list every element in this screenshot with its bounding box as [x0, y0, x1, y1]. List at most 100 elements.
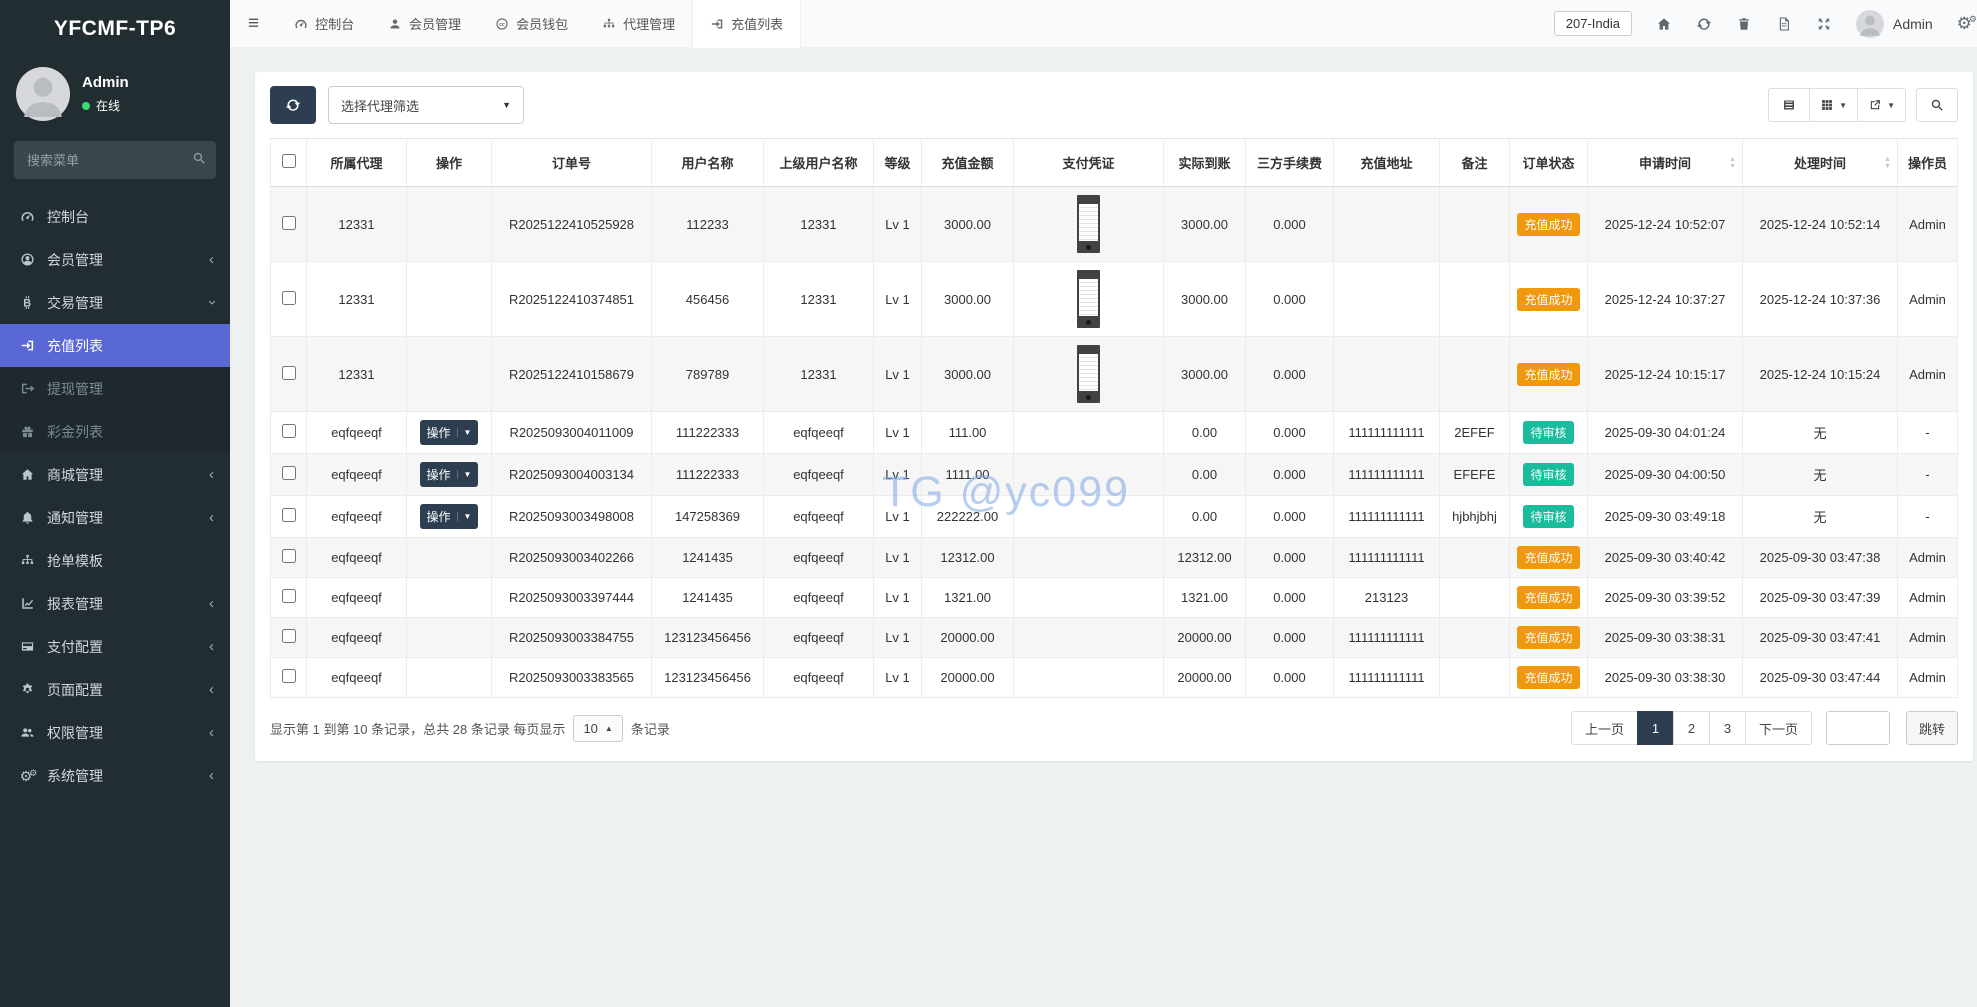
sidebar-item-payment-config[interactable]: 支付配置 ‹: [0, 625, 230, 668]
sidebar-search-input[interactable]: [14, 141, 216, 179]
sort-icons[interactable]: ▲ ▼: [1729, 155, 1736, 170]
status-badge: 待审核: [1523, 463, 1574, 486]
cell-remark: [1439, 186, 1510, 262]
sidebar-item-members[interactable]: 会员管理 ‹: [0, 238, 230, 281]
pagination-summary: 显示第 1 到第 10 条记录，总共 28 条记录 每页显示 10 ▲ 条记录: [270, 714, 670, 742]
cell-status: 待审核: [1509, 495, 1588, 538]
cell-actual: 0.00: [1163, 411, 1246, 454]
trash-icon[interactable]: [1736, 16, 1752, 32]
prev-page-button[interactable]: 上一页: [1570, 711, 1638, 745]
caret-down-icon: ▼: [456, 512, 471, 521]
select-all-checkbox[interactable]: [281, 154, 296, 168]
tab-members[interactable]: 会员管理: [371, 0, 478, 48]
export-button[interactable]: ▼: [1857, 88, 1906, 122]
cell-operator: -: [1897, 495, 1958, 538]
jump-button[interactable]: 跳转: [1905, 711, 1958, 745]
refresh-table-button[interactable]: [270, 86, 316, 124]
cell-op: [406, 657, 492, 698]
settings-gears-icon[interactable]: ⚙ ⚙: [1956, 14, 1977, 33]
tab-dashboard[interactable]: 控制台: [277, 0, 371, 48]
op-dropdown-button[interactable]: 操作 ▼: [419, 462, 479, 487]
online-status-dot: [82, 101, 90, 110]
clear-cache-icon[interactable]: [1776, 16, 1792, 32]
row-checkbox[interactable]: [281, 424, 296, 438]
sidebar-item-bonus[interactable]: 彩金列表: [0, 410, 230, 453]
bitcoin-icon: B: [16, 295, 38, 310]
tab-recharge-list[interactable]: 充值列表: [692, 0, 802, 48]
row-checkbox[interactable]: [281, 629, 296, 643]
tab-wallet[interactable]: cc 会员钱包: [478, 0, 585, 48]
hamburger-menu-icon[interactable]: ≡: [248, 12, 260, 34]
chart-line-icon: [16, 596, 38, 611]
row-checkbox[interactable]: [281, 508, 296, 522]
sidebar-item-withdraw[interactable]: 提现管理: [0, 367, 230, 410]
sidebar-item-reports[interactable]: 报表管理 ‹: [0, 582, 230, 625]
page-size-select[interactable]: 10 ▲: [573, 714, 623, 742]
next-page-button[interactable]: 下一页: [1744, 711, 1812, 745]
voucher-thumbnail[interactable]: [1077, 195, 1100, 253]
page-button-1[interactable]: 1: [1636, 711, 1674, 745]
home-icon[interactable]: [1656, 16, 1672, 32]
sidebar-item-notifications[interactable]: 通知管理 ‹: [0, 496, 230, 539]
col-process-time[interactable]: 处理时间 ▲ ▼: [1742, 138, 1898, 187]
cell-level: Lv 1: [873, 577, 922, 618]
row-checkbox[interactable]: [281, 589, 296, 603]
sidebar-item-recharge-list[interactable]: 充值列表: [0, 324, 230, 367]
sidebar-item-order-template[interactable]: 抢单模板: [0, 539, 230, 582]
col-apply-time[interactable]: 申请时间 ▲ ▼: [1587, 138, 1743, 187]
row-checkbox[interactable]: [281, 215, 296, 230]
columns-grid-button[interactable]: ▼: [1809, 88, 1859, 122]
region-selector-button[interactable]: 207-India: [1553, 11, 1632, 36]
cell-remark: 2EFEF: [1439, 411, 1510, 454]
sidebar-item-permissions[interactable]: 权限管理 ‹: [0, 711, 230, 754]
row-checkbox[interactable]: [281, 290, 296, 305]
chevron-left-icon: ‹: [209, 595, 214, 612]
status-badge: 充值成功: [1517, 586, 1580, 609]
col-order-no: 订单号: [491, 138, 652, 187]
row-checkbox[interactable]: [281, 466, 296, 480]
sidebar-item-transactions[interactable]: B 交易管理 ‹: [0, 281, 230, 324]
row-checkbox[interactable]: [281, 669, 296, 683]
sidebar-item-dashboard[interactable]: 控制台: [0, 195, 230, 238]
page-button-2[interactable]: 2: [1672, 711, 1710, 745]
op-dropdown-button[interactable]: 操作 ▼: [419, 420, 479, 445]
cell-actual: 20000.00: [1163, 617, 1246, 658]
caret-down-icon: ▼: [1839, 100, 1848, 110]
sort-icons[interactable]: ▲ ▼: [1884, 155, 1891, 170]
status-badge: 充值成功: [1517, 626, 1580, 649]
row-checkbox[interactable]: [281, 365, 296, 380]
recharge-table: 所属代理 操作 订单号 用户名称 上级用户名称 等级 充值金额 支付凭证 实际到…: [270, 138, 1958, 698]
row-checkbox[interactable]: [281, 549, 296, 563]
refresh-icon[interactable]: [1696, 16, 1712, 32]
navbar-user-menu[interactable]: Admin: [1855, 9, 1933, 38]
voucher-thumbnail[interactable]: [1077, 270, 1100, 328]
cell-level: Lv 1: [873, 657, 922, 698]
cell-select: [270, 537, 307, 578]
tab-agents[interactable]: 代理管理: [585, 0, 692, 48]
cell-order-no: R2025093003383565: [491, 657, 652, 698]
fullscreen-icon[interactable]: [1816, 16, 1832, 32]
sidebar-item-system[interactable]: ⚙ ⚙ 系统管理 ‹: [0, 754, 230, 797]
svg-text:cc: cc: [499, 21, 505, 27]
op-dropdown-button[interactable]: 操作 ▼: [419, 504, 479, 529]
cell-username: 1241435: [651, 577, 764, 618]
cell-process-time: 2025-12-24 10:15:24: [1742, 336, 1898, 412]
main-area: ≡ 控制台 会员管理 cc 会员钱包 代理管理: [230, 0, 1977, 1007]
search-button[interactable]: [1916, 88, 1958, 122]
jump-page-input[interactable]: [1825, 711, 1890, 745]
cell-voucher: [1013, 261, 1164, 337]
toggle-pagination-button[interactable]: [1768, 88, 1811, 122]
cell-apply-time: 2025-09-30 03:40:42: [1587, 537, 1743, 578]
voucher-screen: [1079, 354, 1098, 391]
sidebar-item-page-config[interactable]: 页面配置 ‹: [0, 668, 230, 711]
page-button-3[interactable]: 3: [1708, 711, 1746, 745]
agent-filter-select[interactable]: 选择代理筛选 ▼: [328, 86, 524, 124]
cell-voucher: [1013, 657, 1164, 698]
search-icon[interactable]: [192, 151, 206, 165]
chevron-left-icon: ‹: [209, 509, 214, 526]
sidebar-item-mall[interactable]: 商城管理 ‹: [0, 453, 230, 496]
voucher-thumbnail[interactable]: [1077, 345, 1100, 403]
navbar-right: 207-India Admin ⚙ ⚙: [1553, 9, 1977, 38]
cell-op: [406, 617, 492, 658]
cell-operator: -: [1897, 411, 1958, 454]
